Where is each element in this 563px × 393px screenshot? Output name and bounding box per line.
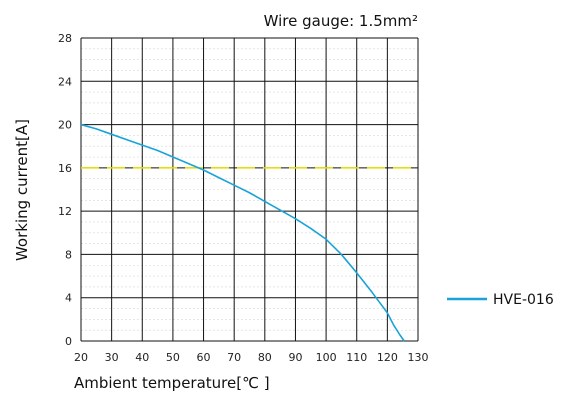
series-line-hve-016: [80, 123, 405, 342]
y-axis-title: Working current[A]: [13, 119, 31, 261]
x-tick-label-30: 30: [105, 351, 119, 364]
x-tick-label-130: 130: [408, 351, 429, 364]
chart-title: Wire gauge: 1.5mm²: [264, 12, 418, 30]
x-tick-label-20: 20: [74, 351, 88, 364]
x-tick-label-120: 120: [377, 351, 398, 364]
x-tick-labels: 20 30 40 50 60 70 80 90 100 110 120 130: [74, 351, 429, 364]
legend: HVE-016: [447, 292, 554, 308]
x-tick-label-110: 110: [346, 351, 367, 364]
y-tick-label-12: 12: [58, 205, 72, 218]
y-tick-label-8: 8: [65, 248, 72, 261]
y-tick-label-0: 0: [65, 335, 72, 348]
series-group: [80, 123, 405, 342]
x-tick-label-50: 50: [166, 351, 180, 364]
y-tick-labels: 0 4 8 12 16 20 24 28: [58, 32, 72, 348]
y-tick-label-4: 4: [65, 292, 72, 305]
x-tick-label-40: 40: [135, 351, 149, 364]
legend-label-hve-016: HVE-016: [493, 292, 554, 308]
y-tick-label-24: 24: [58, 75, 72, 88]
major-grid: [80, 37, 419, 342]
y-tick-label-20: 20: [58, 119, 72, 132]
x-tick-label-100: 100: [316, 351, 337, 364]
x-tick-label-60: 60: [197, 351, 211, 364]
x-tick-label-70: 70: [227, 351, 241, 364]
x-tick-label-90: 90: [288, 351, 302, 364]
y-tick-label-16: 16: [58, 162, 72, 175]
x-tick-label-80: 80: [258, 351, 272, 364]
x-axis-title: Ambient temperature[℃ ]: [74, 374, 270, 392]
minor-grid: [81, 48, 418, 331]
y-tick-label-28: 28: [58, 32, 72, 45]
